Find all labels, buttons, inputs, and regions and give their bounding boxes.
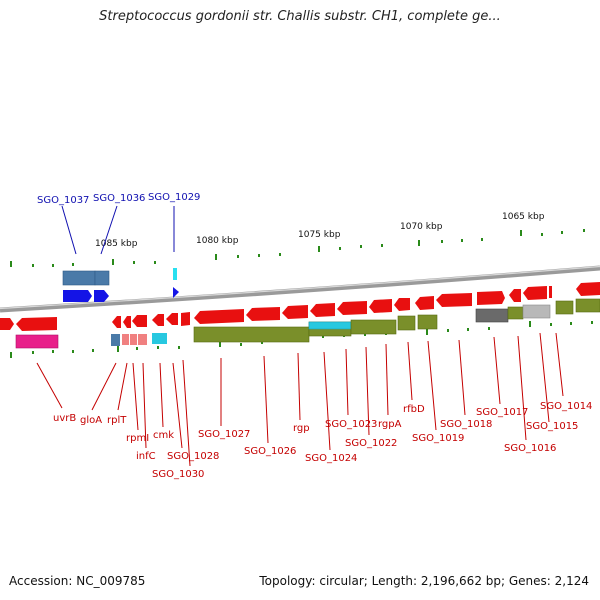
gene-label-sgo1017[interactable]: SGO_1017 [476, 407, 528, 418]
feature-pink [15, 334, 59, 349]
scale-ticks-lower [10, 321, 593, 358]
scale-label-1075: 1075 kbp [298, 230, 341, 240]
scale-label-1085: 1085 kbp [95, 239, 138, 249]
gene-label-sgo1019[interactable]: SGO_1019 [412, 433, 464, 444]
red-gene-row[interactable] [0, 282, 600, 331]
gene-block-steel-2 [94, 270, 110, 286]
topology-summary: Topology: circular; Length: 2,196,662 bp… [259, 574, 589, 588]
feature-steel-small [111, 334, 120, 346]
top-leaders [61, 205, 175, 255]
cds-row[interactable] [193, 298, 600, 343]
scale-ticks-upper [10, 229, 585, 267]
gene-label-sgo1030[interactable]: SGO_1030 [152, 469, 204, 480]
gene-label-sgo1022[interactable]: SGO_1022 [345, 438, 397, 449]
top-features[interactable] [62, 268, 179, 302]
gene-label-rplt[interactable]: rplT [107, 415, 127, 426]
gene-label-rfbd[interactable]: rfbD [403, 404, 425, 415]
genome-backbone-highlight [0, 265, 600, 310]
gene-label-gloa[interactable]: gloA [80, 415, 102, 426]
gene-label-rgp[interactable]: rgp [293, 423, 310, 434]
gene-label-sgo1014[interactable]: SGO_1014 [540, 401, 592, 412]
feature-salmon-1 [122, 334, 129, 345]
feature-salmon-2 [130, 334, 137, 345]
gene-label-sgo1016[interactable]: SGO_1016 [504, 443, 556, 454]
gene-label-sgo1015[interactable]: SGO_1015 [526, 421, 578, 432]
gene-label-sgo1026[interactable]: SGO_1026 [244, 446, 296, 457]
gene-label-sgo1027[interactable]: SGO_1027 [198, 429, 250, 440]
scale-label-1080: 1080 kbp [196, 236, 239, 246]
feature-cyan [152, 333, 167, 344]
scale-label-1065: 1065 kbp [502, 212, 545, 222]
gene-label-sgo1023[interactable]: SGO_1023 [325, 419, 377, 430]
gene-label-sgo1028[interactable]: SGO_1028 [167, 451, 219, 462]
gene-label-rgpa[interactable]: rgpA [378, 419, 402, 430]
gene-block-steel-1 [62, 270, 96, 286]
accession-text: Accession: NC_009785 [9, 574, 146, 588]
gene-label-cmk[interactable]: cmk [153, 430, 174, 441]
gene-arrow-blue-2 [94, 290, 109, 302]
gene-label-sgo1018[interactable]: SGO_1018 [440, 419, 492, 430]
gene-label-sgo1036[interactable]: SGO_1036 [93, 193, 145, 204]
gene-label-infc[interactable]: infC [136, 451, 156, 462]
gene-label-sgo1029[interactable]: SGO_1029 [148, 192, 200, 203]
scale-label-1070: 1070 kbp [400, 222, 443, 232]
gene-label-rpmi[interactable]: rpmI [126, 433, 149, 444]
gene-label-sgo1037[interactable]: SGO_1037 [37, 195, 89, 206]
gene-label-sgo1024[interactable]: SGO_1024 [305, 453, 357, 464]
genome-backbone [0, 265, 600, 313]
gene-arrow-blue-small [173, 287, 179, 298]
gene-arrow-blue-1 [63, 290, 92, 302]
lower-features[interactable] [15, 333, 167, 349]
gene-label-uvrb[interactable]: uvrB [53, 413, 76, 424]
gene-block-cyan-top [173, 268, 177, 280]
feature-salmon-3 [138, 334, 147, 345]
map-title: Streptococcus gordonii str. Challis subs… [99, 9, 501, 24]
bottom-leaders [36, 332, 564, 467]
